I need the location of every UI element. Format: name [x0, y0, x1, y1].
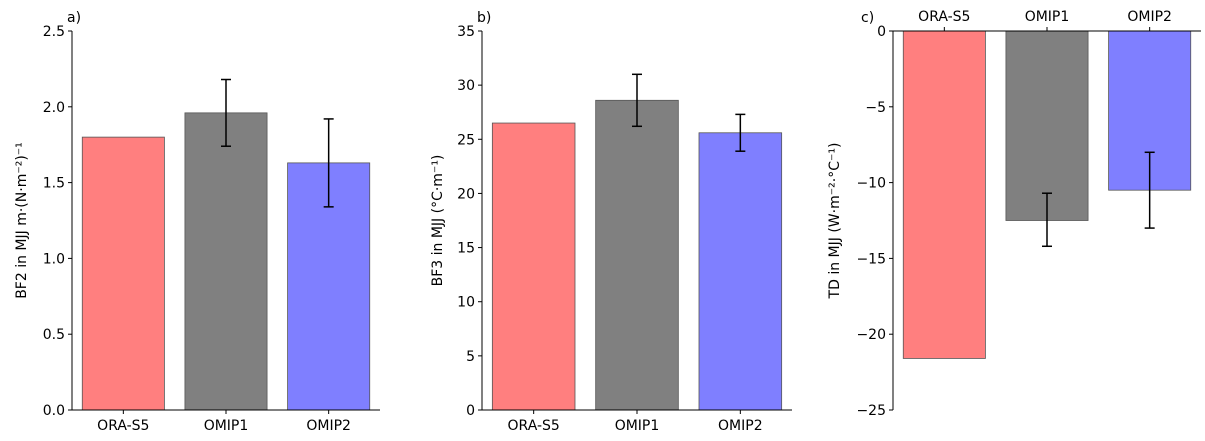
y-tick-label: 2.0 [43, 100, 65, 116]
x-tick-label: ORA-S5 [918, 9, 970, 25]
bar-omip1 [595, 99, 679, 411]
y-tick-label: −25 [856, 403, 886, 419]
panel-3: 0 −5 −10 −15 −20 −25 ORA-S5 OMIP1 OMIP2 c) TD in M… [827, 9, 1201, 419]
bar-ora-s5 [902, 30, 986, 359]
y-tick-label: −15 [856, 251, 886, 267]
y-tick-label: 30 [457, 78, 475, 94]
bar-ora-s5 [81, 136, 165, 411]
y-tick-label: 10 [457, 295, 475, 311]
x-tick-label: ORA-S5 [508, 418, 560, 434]
bar-omip2 [698, 132, 783, 411]
y-tick-label: 1.5 [43, 176, 65, 192]
y-tick-label: 1.0 [43, 251, 65, 267]
y-tick-label: 2.5 [43, 24, 65, 40]
bar-ora-s5 [491, 122, 576, 411]
y-tick-label: −10 [856, 176, 886, 192]
x-tick-label: OMIP1 [615, 418, 660, 434]
bar-omip1 [1005, 30, 1089, 221]
error-bar-omip1 [221, 78, 231, 147]
x-tick-label: OMIP2 [1127, 9, 1172, 25]
x-tick-label: ORA-S5 [97, 418, 149, 434]
panel-2: 0 5 10 15 20 25 30 35 ORA-S5 OMIP1 OMIP2 b) BF3 in M… [430, 10, 792, 434]
y-tick-label: 35 [457, 24, 475, 40]
y-tick-label: 20 [457, 186, 475, 202]
error-bar-omip1 [1042, 192, 1052, 248]
y-tick-label: 5 [466, 349, 475, 365]
y-tick-label: 0.5 [43, 327, 65, 343]
y-tick-label: −20 [856, 327, 886, 343]
y-tick-label: −5 [865, 100, 886, 116]
error-bar-omip2 [1144, 151, 1155, 229]
x-tick-label: OMIP1 [1025, 9, 1070, 25]
error-bar-omip1 [632, 73, 642, 128]
x-tick-label: OMIP2 [718, 418, 763, 434]
y-tick-label: 25 [457, 132, 475, 148]
y-tick-label: 15 [457, 241, 475, 257]
panel-label: b) [477, 10, 491, 26]
error-bar-omip2 [735, 113, 746, 152]
y-tick-label: 0 [466, 403, 475, 419]
y-axis-label: BF2 in MJJ m·(N·m⁻²)⁻¹ [14, 142, 30, 299]
y-axis-label: BF3 in MJJ (°C·m⁻¹) [430, 155, 446, 287]
y-tick-label: 0 [877, 24, 886, 40]
y-tick-label: 0.0 [43, 403, 65, 419]
panel-label: c) [861, 10, 874, 26]
x-tick-label: OMIP2 [306, 418, 351, 434]
panel-label: a) [67, 10, 81, 26]
panel-1: 0.0 0.5 1.0 1.5 2.0 2.5 ORA-S5 OMIP1 OMIP2 a) BF2 … [14, 10, 380, 434]
y-axis-label: TD in MJJ (W·m⁻²·°C⁻¹) [827, 143, 843, 300]
bar-omip1 [184, 112, 268, 411]
x-tick-label: OMIP1 [204, 418, 249, 434]
error-bar-omip2 [323, 118, 334, 208]
